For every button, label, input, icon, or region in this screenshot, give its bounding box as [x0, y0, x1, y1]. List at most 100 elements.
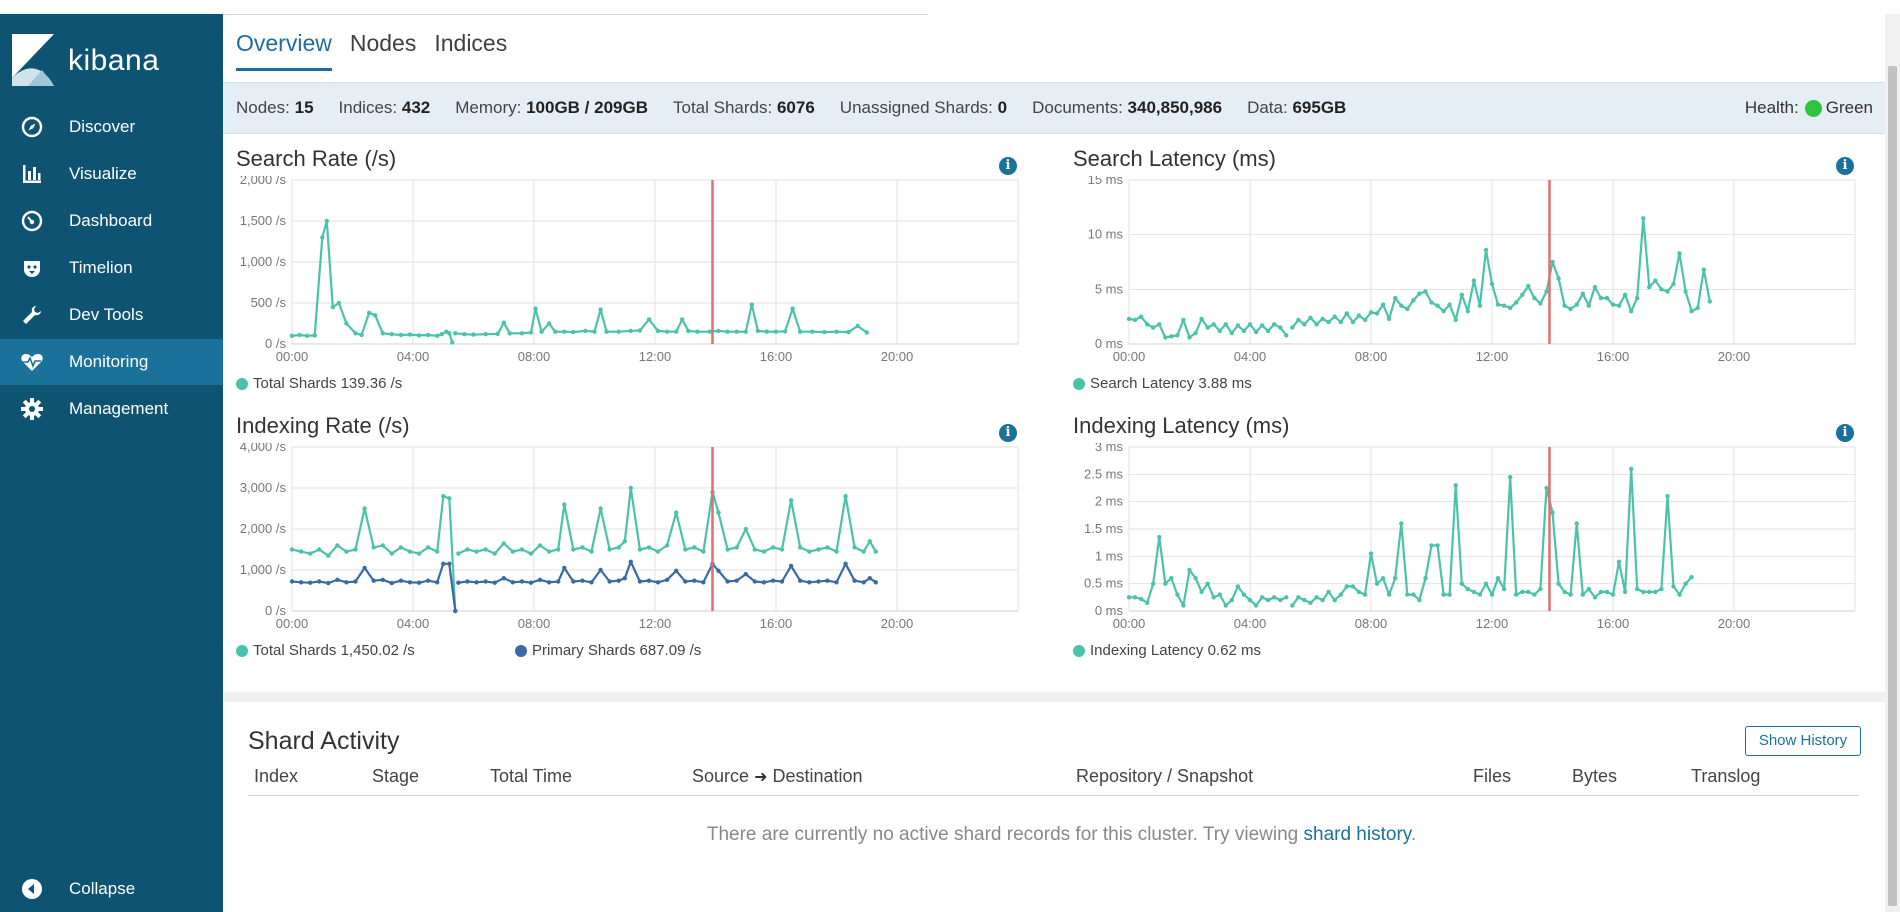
scrollbar-thumb[interactable]: [1888, 66, 1897, 906]
x-tick-label: 16:00: [1597, 349, 1630, 364]
data-point: [562, 565, 567, 571]
info-icon[interactable]: i: [999, 424, 1017, 442]
data-point: [692, 545, 697, 550]
data-point: [1278, 325, 1283, 330]
data-point: [674, 329, 679, 334]
collapse-icon: [19, 876, 45, 902]
sidebar-item-management[interactable]: Management: [0, 386, 223, 432]
data-point: [330, 304, 335, 310]
data-point: [1701, 267, 1706, 272]
data-point: [447, 561, 452, 566]
column-header-files[interactable]: Files: [1473, 766, 1512, 786]
data-point: [864, 330, 869, 335]
legend-item-total-shards[interactable]: Total Shards 139.36 /s: [236, 375, 402, 392]
data-point: [707, 329, 712, 334]
data-point: [1508, 474, 1513, 480]
data-point: [628, 559, 633, 564]
info-icon[interactable]: i: [1836, 157, 1854, 175]
data-point: [416, 551, 422, 556]
data-point: [1235, 323, 1241, 328]
column-header-total-time[interactable]: Total Time: [490, 766, 573, 786]
sidebar-item-dashboard[interactable]: Dashboard: [0, 198, 223, 244]
tab-nodes[interactable]: Nodes: [349, 30, 417, 56]
legend-item-primary-shards[interactable]: Primary Shards 687.09 /s: [515, 642, 701, 659]
shard-activity-title: Shard Activity: [248, 727, 400, 755]
stat-unassigned-shards: Unassigned Shards: 0: [839, 98, 1008, 117]
data-point: [462, 332, 467, 337]
vertical-scrollbar[interactable]: [1885, 14, 1900, 912]
data-point: [680, 317, 685, 322]
data-point: [683, 579, 688, 584]
stat-indices: Indices: 432: [338, 98, 431, 117]
data-point: [435, 333, 440, 338]
data-point: [1362, 317, 1368, 323]
data-point: [546, 549, 552, 554]
data-point: [435, 549, 440, 554]
column-header-translog[interactable]: Translog: [1691, 766, 1761, 786]
column-header-bytes[interactable]: Bytes: [1572, 766, 1618, 786]
kibana-logo[interactable]: kibana: [12, 34, 212, 86]
data-point: [453, 608, 458, 614]
data-point: [807, 580, 812, 585]
column-header-repository-snapshot[interactable]: Repository / Snapshot: [1076, 766, 1254, 786]
sidebar-item-timelion[interactable]: Timelion: [0, 245, 223, 291]
data-point: [1151, 325, 1156, 330]
data-point: [407, 549, 413, 554]
legend-item-search-latency[interactable]: Search Latency 3.88 ms: [1073, 375, 1252, 392]
data-point: [1501, 303, 1507, 308]
data-point: [398, 545, 404, 550]
indexing-latency-panel: Indexing Latency (ms) i 3 ms 2.5 ms 2 ms 1.…: [1073, 413, 1873, 673]
legend-item-indexing-latency[interactable]: Indexing Latency 0.62 ms: [1073, 642, 1261, 659]
column-header-stage[interactable]: Stage: [372, 766, 420, 786]
x-tick-label: 00:00: [1113, 349, 1146, 364]
data-point: [1574, 302, 1579, 307]
arrow-right-icon: ➜: [754, 769, 768, 786]
data-point: [362, 565, 367, 571]
y-tick-label: 0 ms: [1095, 603, 1124, 618]
sidebar-item-discover[interactable]: Discover: [0, 104, 223, 150]
data-point: [1308, 315, 1313, 320]
shard-history-link[interactable]: shard history: [1303, 824, 1411, 845]
data-point: [1138, 596, 1144, 602]
info-icon[interactable]: i: [999, 157, 1017, 175]
column-header-source-destination[interactable]: Source ➜ Destination: [692, 766, 863, 786]
sidebar-item-monitoring[interactable]: Monitoring: [0, 339, 223, 385]
column-header-index[interactable]: Index: [254, 766, 299, 786]
data-point: [1265, 328, 1271, 334]
data-point: [1586, 303, 1591, 308]
y-tick-label: 1,000 /s: [240, 562, 287, 577]
show-history-button[interactable]: Show History: [1745, 726, 1861, 756]
x-tick-label: 08:00: [1355, 616, 1388, 631]
tab-overview[interactable]: Overview: [236, 26, 332, 71]
data-point: [755, 328, 761, 334]
data-point: [798, 578, 803, 583]
collapse-button[interactable]: Collapse: [0, 866, 223, 912]
data-point: [822, 329, 827, 335]
sidebar-item-dev-tools[interactable]: Dev Tools: [0, 292, 223, 338]
data-point: [1247, 597, 1253, 603]
data-point: [1629, 309, 1634, 314]
data-point: [674, 510, 679, 515]
data-point: [1145, 322, 1150, 327]
data-point: [1629, 466, 1634, 472]
data-point: [1453, 483, 1458, 488]
empty-shard-message: There are currently no active shard reco…: [706, 824, 1417, 845]
data-point: [592, 329, 597, 334]
info-icon[interactable]: i: [1836, 424, 1854, 442]
data-point: [628, 328, 633, 334]
data-point: [1175, 592, 1180, 597]
sidebar-item-visualize[interactable]: Visualize: [0, 151, 223, 197]
data-point: [450, 340, 455, 345]
tab-indices[interactable]: Indices: [434, 30, 508, 56]
data-point: [1374, 311, 1380, 316]
data-point: [1538, 586, 1543, 592]
data-point: [1163, 581, 1168, 586]
data-point: [289, 333, 295, 338]
legend-item-total-shards[interactable]: Total Shards 1,450.02 /s: [236, 642, 415, 659]
y-tick-label: 2,000 /s: [240, 521, 287, 536]
data-point: [1308, 600, 1313, 605]
data-point: [1193, 576, 1198, 581]
bar-chart-icon: [19, 161, 45, 187]
